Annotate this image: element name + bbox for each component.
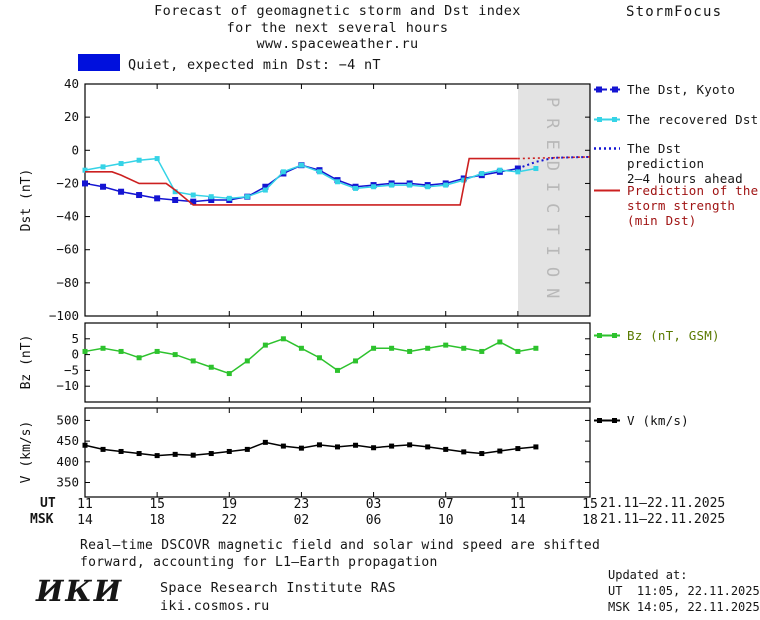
quiet-status-swatch	[78, 54, 120, 71]
v-axis-label: V (km/s)	[19, 421, 34, 484]
institute-site: iki.cosmos.ru	[160, 598, 270, 614]
legend-label-storm-prediction: Prediction of the storm strength (min Ds…	[627, 183, 758, 228]
title-line-3: www.spaceweather.ru	[256, 36, 419, 52]
ut-axis-label: UT	[40, 496, 56, 511]
legend-label-dst-prediction: The Dst prediction 2—4 hours ahead	[627, 141, 760, 186]
dst-recovered-markers	[82, 156, 539, 201]
legend-item-dst-prediction: The Dst prediction 2—4 hours ahead	[594, 141, 760, 186]
legend-item-dst-kyoto: The Dst, Kyoto	[594, 82, 735, 97]
msk-tick-label: 18	[149, 513, 165, 528]
updated-heading: Updated at:	[608, 568, 688, 582]
dst-axis-label: Dst (nT)	[19, 169, 34, 232]
footer-note-line1: Real—time DSCOVR magnetic field and sola…	[80, 538, 601, 553]
panel-2-ticks: 500 450 400 350	[56, 408, 591, 497]
y-tick-label: −40	[56, 209, 79, 224]
legend-item-v: V (km/s)	[594, 413, 689, 428]
ut-tick-label: 11	[77, 497, 93, 512]
bz-markers	[82, 336, 539, 377]
storm-prediction-sample-icon	[594, 189, 620, 192]
bz-axis-label: Bz (nT)	[19, 335, 34, 390]
dst-prediction-sample-icon	[594, 147, 620, 150]
y-tick-label: 500	[56, 412, 79, 427]
y-tick-label: 40	[64, 76, 79, 91]
storm-prediction-forecast-line	[517, 156, 591, 160]
msk-tick-label: 06	[366, 513, 382, 528]
y-tick-label: −100	[49, 308, 79, 323]
y-tick-label: −20	[56, 175, 79, 190]
y-tick-label: −10	[56, 378, 79, 393]
updated-ut: UT 11:05, 22.11.2025	[608, 584, 760, 598]
bz-panel-frame	[84, 322, 591, 403]
y-tick-label: −60	[56, 242, 79, 257]
storm-label-line3: (min Dst)	[627, 213, 697, 228]
v-markers	[82, 439, 539, 459]
ut-tick-label: 03	[366, 497, 382, 512]
y-tick-label: 400	[56, 454, 79, 469]
dst-recovered-line	[84, 157, 537, 200]
panel-1-ticks: 50−5−10	[56, 323, 591, 402]
ut-tick-label: 15	[149, 497, 165, 512]
msk-tick-label: 02	[294, 513, 310, 528]
legend-item-storm-prediction: Prediction of the storm strength (min Ds…	[594, 183, 758, 228]
ut-tick-label: 11	[510, 497, 526, 512]
recovered-dst-sample-icon	[594, 117, 620, 122]
msk-tick-label: 14	[77, 513, 93, 528]
panel-0-ticks: 40 20 0 −20 −40 −60 −80 −100	[49, 76, 591, 323]
v-panel-frame	[84, 407, 591, 498]
date-range-msk: 21.11—22.11.2025	[600, 512, 726, 527]
dst-panel-frame	[84, 83, 591, 317]
quiet-status-color-box	[78, 54, 120, 71]
prediction-band-label: PREDICTION	[542, 97, 562, 309]
dst-prediction-line	[517, 155, 591, 170]
msk-axis-label: MSK	[30, 512, 54, 527]
ut-tick-label: 23	[294, 497, 310, 512]
y-tick-label: 5	[71, 331, 79, 346]
y-tick-label: 0	[71, 347, 79, 362]
y-tick-label: 450	[56, 433, 79, 448]
brand-stormfocus: StormFocus	[626, 4, 723, 20]
dst-kyoto-sample-icon	[594, 86, 620, 93]
bz-line	[84, 337, 537, 375]
storm-label-line2: storm strength	[627, 198, 736, 213]
chart-series-layer: 40200−20−40−60−80−10050−5−10500450400350…	[49, 76, 598, 528]
dst-prediction-label-line2: 2—4 hours ahead	[627, 171, 743, 186]
legend-label-recovered: The recovered Dst	[627, 112, 759, 127]
status-text: Quiet, expected min Dst: −4 nT	[128, 57, 381, 73]
y-tick-label: −5	[64, 362, 79, 377]
page-title: Forecast of geomagnetic storm and Dst in…	[85, 3, 590, 53]
prediction-band	[518, 85, 590, 316]
x-axis-tick-labels: 11 15 19 23 03 07 11 15 14 18 22 02 06 10 14 18	[77, 497, 598, 528]
y-tick-label: −80	[56, 275, 79, 290]
institute-name: Space Research Institute RAS	[160, 580, 396, 596]
y-tick-label: 350	[56, 475, 79, 490]
dst-prediction-label-line1: The Dst prediction	[627, 141, 705, 171]
y-tick-label: 0	[71, 142, 79, 157]
ut-tick-label: 07	[438, 497, 454, 512]
msk-tick-label: 22	[221, 513, 237, 528]
ut-tick-label: 19	[221, 497, 237, 512]
updated-msk: MSK 14:05, 22.11.2025	[608, 600, 760, 614]
bz-sample-icon	[594, 333, 620, 338]
title-line-2: for the next several hours	[226, 19, 449, 36]
legend-label-v: V (km/s)	[627, 413, 689, 428]
iki-logo: ИКИ	[36, 574, 124, 608]
ut-tick-label: 15	[582, 497, 598, 512]
msk-tick-label: 18	[582, 513, 598, 528]
storm-label-line1: Prediction of the	[627, 183, 759, 198]
storm-prediction-line	[85, 157, 518, 206]
legend-item-recovered: The recovered Dst	[594, 112, 758, 127]
msk-tick-label: 10	[438, 513, 454, 528]
footer-note-line2: forward, accounting for L1—Earth propaga…	[80, 555, 438, 570]
legend-label-bz: Bz (nT, GSM)	[627, 328, 720, 343]
v-sample-icon	[594, 418, 620, 423]
title-line-1: Forecast of geomagnetic storm and Dst in…	[154, 3, 521, 19]
legend-label-dst-kyoto: The Dst, Kyoto	[627, 82, 736, 97]
legend-item-bz: Bz (nT, GSM)	[594, 328, 720, 343]
y-tick-label: 20	[64, 109, 79, 124]
date-range-ut: 21.11—22.11.2025	[600, 496, 726, 511]
v-line	[84, 441, 536, 457]
msk-tick-label: 14	[510, 513, 526, 528]
